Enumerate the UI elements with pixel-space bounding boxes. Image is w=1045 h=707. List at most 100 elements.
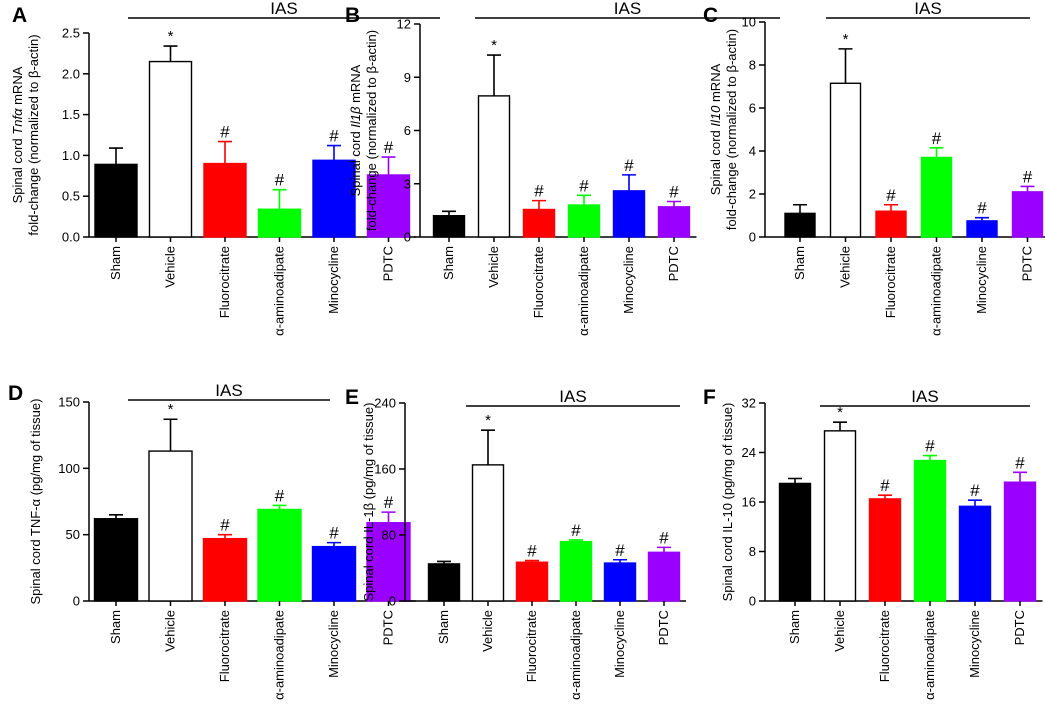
panel-d-bar-fluorocitrate [202,537,248,602]
panel-e-errorbar-minocycline [613,558,627,564]
panel-d-errorbar-vehicle [163,418,178,452]
panel-e-ylabel: Spinal cord IL-1β (pg/mg of tissue) [361,403,376,602]
panel-f-significance-star-vehicle: * [837,404,843,421]
panel-c-letter: C [703,4,718,27]
panel-c-ytick-label: 4 [749,144,756,159]
panel-a-bar-fluorocitrate [203,162,247,238]
panel-d-ytick-label: 100 [58,461,80,476]
panel-f-errorbar-aminoadipate [923,454,937,461]
panel-d-xlabel-sham: Sham [108,610,123,644]
panel-c-errorbar-fluorocitrate [884,203,898,212]
panel-b-bar-minocycline [612,190,646,238]
panel-e-bar-sham [427,563,461,602]
panel-c-significance-star-vehicle: * [843,31,849,48]
panel-a-letter: A [12,4,27,27]
panel-f-ytick-label: 32 [742,396,756,411]
panel-a-xlabel-aminoadipate: α-aminoadipate [272,246,287,336]
panel-f-ias-label: IAS [911,387,938,406]
panel-a-significance-hash-aminoadipate: # [275,171,285,190]
panel-d-significance-hash-pdtc: # [384,493,394,512]
panel-b-bar-vehicle [477,95,511,238]
panel-a-errorbar-sham [109,147,123,165]
panel-c-errorbar-pdtc [1020,185,1035,192]
panel-b-ias-label: IAS [614,0,641,18]
panel-e-bar-pdtc [647,551,681,602]
panel-f-errorbar-fluorocitrate [878,494,892,499]
panel-e-significance-hash-minocycline: # [615,541,625,560]
panel-d-ytick-label: 50 [66,527,80,542]
panel-e-significance-hash-aminoadipate: # [571,521,581,540]
panel-b-bar-pdtc [657,206,691,238]
panel-d-bar-minocycline [311,545,357,602]
panel-b-bar-fluorocitrate [522,208,556,238]
panel-e-bar-aminoadipate [559,540,593,602]
panel-a-xlabel-vehicle: Vehicle [163,246,178,288]
panel-d-bar-aminoadipate [257,508,302,602]
panel-c-significance-hash-pdtc: # [1023,167,1033,186]
panel-e-errorbar-pdtc [657,546,671,553]
panel-f-bar-aminoadipate [913,459,947,602]
panel-d-errorbar-aminoadipate [272,504,287,510]
panel-b-ytick-label: 0 [404,230,411,245]
panel-c: C IAS 0 2 4 6 8 10 Spinal cord Il10 mRNA fold-cha… [703,0,1045,336]
panel-f-xlabel-aminoadipate: α-aminoadipate [922,610,937,700]
panel-e-errorbar-vehicle [481,429,495,465]
panel-f-bar-pdtc [1003,481,1037,602]
panel-f-letter: F [703,386,716,409]
panel-b-bar-sham [432,214,466,238]
panel-d: D IAS 0 50 100 150 Spinal cord TNF-α (pg/mg of… [8,381,416,700]
panel-f-ylabel: Spinal cord IL-10 (pg/mg of tissue) [720,403,735,602]
panel-f-significance-hash-pdtc: # [1015,453,1025,472]
panel-d-ias-label: IAS [215,381,242,400]
panel-c-ias-label: IAS [914,0,941,18]
panel-a-bar-aminoadipate [257,208,302,238]
panel-d-letter: D [8,382,23,405]
panel-a-errorbar-aminoadipate [272,188,287,210]
panel-a-ytick-label: 1.0 [62,148,80,163]
panel-f-xlabel-fluorocitrate: Fluorocitrate [877,610,892,682]
panel-b-ytick-label: 9 [404,70,411,85]
panel-a-ias-label: IAS [270,0,297,18]
panel-f-bar-vehicle [823,430,857,602]
panel-a-bar-vehicle [148,60,193,238]
panel-a-xlabel-minocycline: Minocycline [326,246,341,314]
panel-f: F IAS 0 8 16 24 32 Spinal cord IL-10 (pg/mg of … [703,386,1043,700]
panel-e-ias-label: IAS [559,387,586,406]
panel-c-bar-sham [784,212,816,238]
panel-f-significance-hash-fluorocitrate: # [880,476,890,495]
panel-a-ytick-label: 0.0 [62,230,80,245]
panel-e-errorbar-sham [437,560,451,564]
panel-e-errorbar-fluorocitrate [525,559,539,563]
panel-d-significance-star-vehicle: * [168,401,174,418]
panel-b-ylabel: Spinal cord Il1β mRNA [348,64,363,196]
panel-f-errorbar-pdtc [1013,471,1027,483]
panel-d-significance-hash-minocycline: # [329,524,339,543]
panel-a-ytick-label: 0.5 [62,189,80,204]
panel-f-bar-sham [778,482,812,602]
panel-a-xlabel-sham: Sham [108,246,123,280]
panel-c-bar-fluorocitrate [875,210,907,238]
panel-f-errorbar-vehicle [833,421,847,431]
panel-a-errorbar-fluorocitrate [218,140,232,164]
panel-c-errorbar-aminoadipate [929,146,944,158]
panel-d-ytick-label: 0 [73,594,80,609]
panel-b-xlabel-fluorocitrate: Fluorocitrate [531,246,546,318]
panel-d-significance-hash-aminoadipate: # [275,486,285,505]
panel-d-bar-pdtc [366,522,411,602]
panel-a-significance-hash-fluorocitrate: # [220,123,230,142]
panel-b-xlabel-vehicle: Vehicle [486,246,501,288]
panel-c-ylabel-line2: fold-change (normalized to β-actin) [724,29,739,230]
panel-f-errorbar-minocycline [968,499,982,507]
panel-f-ytick-label: 0 [749,594,756,609]
panel-c-errorbar-minocycline [975,216,989,221]
panel-c-ytick-label: 2 [749,187,756,202]
panel-e-letter: E [345,386,359,409]
panel-e-ytick-label: 80 [382,528,396,543]
panel-e-xlabel-aminoadipate: α-aminoadipate [568,610,583,700]
panel-c-xlabel-sham: Sham [792,246,807,280]
panel-c-xlabel-fluorocitrate: Fluorocitrate [883,246,898,318]
panel-b-ytick-label: 3 [404,176,411,191]
